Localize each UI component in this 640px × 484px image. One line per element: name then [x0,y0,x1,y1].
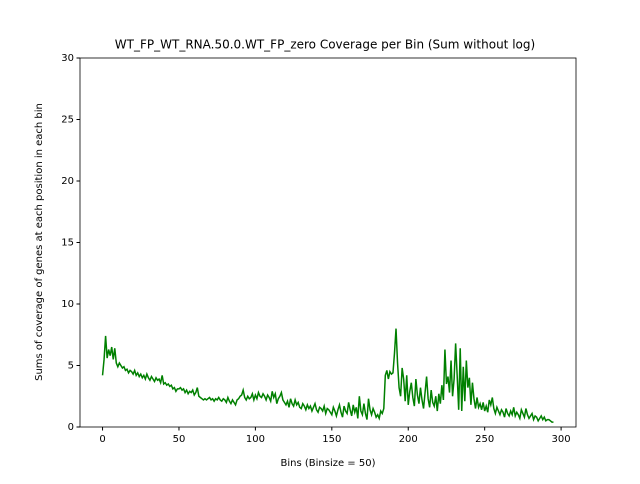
x-tick-label: 150 [322,434,341,445]
y-tick-label: 25 [61,115,74,126]
plot-frame [79,57,577,428]
x-tick-label: 100 [246,434,265,445]
x-tick-label: 300 [552,434,571,445]
chart-title: WT_FP_WT_RNA.50.0.WT_FP_zero Coverage pe… [115,38,535,52]
x-tick-label: 250 [475,434,494,445]
y-tick-label: 10 [61,299,74,310]
y-tick-label: 0 [68,422,74,433]
y-axis-label: Sums of coverage of genes at each positi… [34,103,45,381]
x-tick-label: 0 [99,434,105,445]
y-tick-label: 5 [68,361,74,372]
x-tick-label: 50 [173,434,186,445]
data-line [101,328,554,423]
x-axis-label: Bins (Binsize = 50) [281,458,376,469]
y-tick-label: 20 [61,176,74,187]
x-tick-label: 200 [399,434,418,445]
y-tick-label: 30 [61,53,74,64]
y-tick-label: 15 [61,238,74,249]
